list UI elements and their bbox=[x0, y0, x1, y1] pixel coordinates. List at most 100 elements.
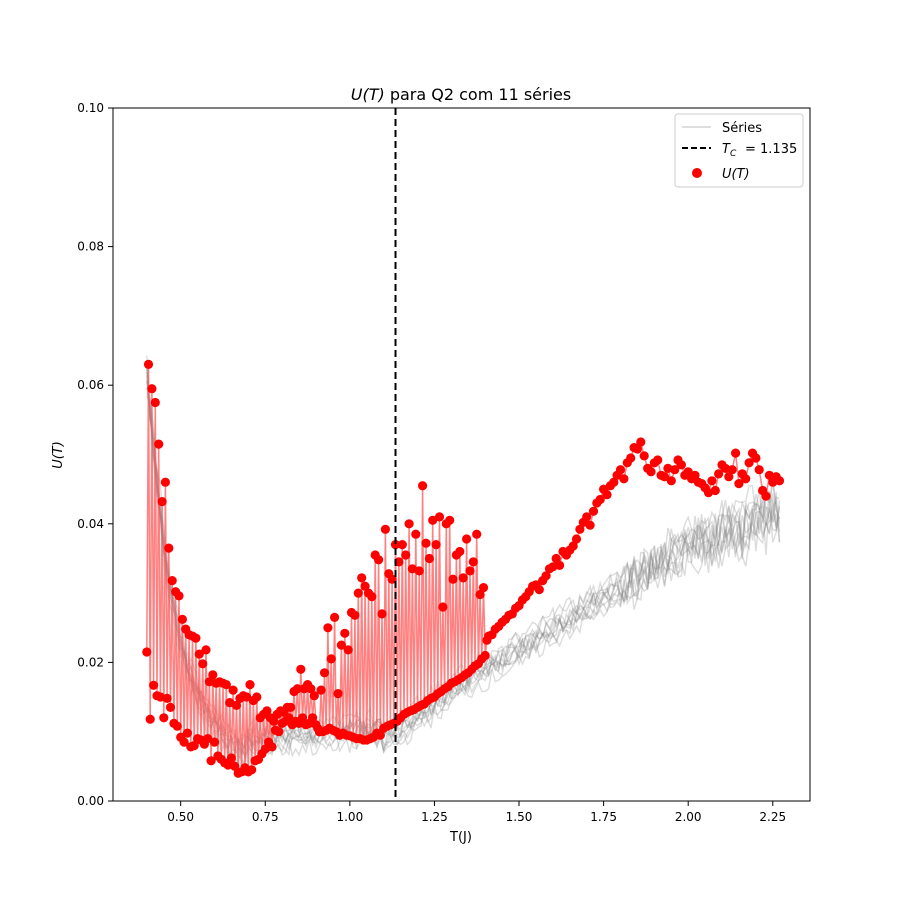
u-data-point bbox=[228, 685, 238, 695]
u-data-point bbox=[292, 684, 302, 694]
x-tick-label: 1.25 bbox=[421, 810, 448, 824]
u-data-point bbox=[424, 553, 434, 564]
u-data-point bbox=[336, 640, 346, 650]
u-data-point bbox=[555, 560, 565, 571]
u-data-point bbox=[714, 469, 724, 479]
y-tick-label: 0.02 bbox=[77, 655, 104, 669]
u-data-point bbox=[154, 439, 164, 449]
u-data-point bbox=[670, 465, 680, 475]
u-data-point bbox=[330, 612, 340, 623]
u-data-point bbox=[380, 524, 390, 534]
u-data-point bbox=[731, 448, 741, 458]
legend-box bbox=[674, 113, 804, 188]
u-data-point bbox=[431, 540, 441, 550]
u-data-point bbox=[209, 737, 220, 747]
u-data-point bbox=[761, 491, 771, 501]
u-data-point bbox=[754, 465, 764, 475]
u-data-point bbox=[177, 614, 187, 625]
x-tick-label: 2.25 bbox=[759, 810, 786, 824]
u-data-point bbox=[247, 765, 257, 775]
u-data-point bbox=[231, 700, 242, 711]
legend: Séries TC = 1.135 U(T) bbox=[674, 113, 804, 188]
u-data-point bbox=[575, 524, 585, 534]
u-data-point bbox=[245, 680, 255, 690]
u-data-point bbox=[615, 465, 626, 475]
u-data-point bbox=[568, 541, 578, 551]
x-tick-label: 0.50 bbox=[167, 810, 194, 824]
u-data-point bbox=[150, 397, 160, 408]
u-data-point bbox=[267, 742, 277, 752]
u-data-point bbox=[179, 737, 189, 747]
u-data-point bbox=[374, 555, 384, 565]
x-axis-label: T(J) bbox=[449, 830, 472, 845]
plot-frame bbox=[112, 107, 811, 802]
u-data-point bbox=[683, 467, 693, 477]
u-data-point bbox=[636, 437, 646, 447]
u-data-point bbox=[411, 529, 421, 539]
u-data-point bbox=[326, 654, 336, 664]
u-data-point bbox=[588, 506, 599, 516]
u-data-point bbox=[387, 574, 397, 584]
u-data-point bbox=[585, 520, 595, 530]
u-data-point bbox=[472, 529, 482, 539]
u-data-point bbox=[462, 534, 472, 544]
u-data-point bbox=[147, 384, 157, 394]
u-data-point bbox=[357, 573, 367, 583]
u-data-point bbox=[230, 761, 240, 772]
u-data-point bbox=[201, 645, 211, 655]
u-data-point bbox=[149, 680, 159, 690]
u-data-point bbox=[438, 602, 448, 612]
u-data-point bbox=[145, 714, 155, 724]
x-tick-label: 2.00 bbox=[675, 810, 702, 824]
u-data-point bbox=[319, 668, 330, 678]
u-data-point bbox=[143, 359, 154, 369]
u-data-point bbox=[297, 713, 308, 723]
u-data-point bbox=[226, 753, 236, 763]
legend-tc-label: = 1.135 bbox=[745, 142, 797, 157]
u-data-point bbox=[394, 557, 404, 567]
u-data-point bbox=[619, 474, 629, 484]
u-data-point bbox=[448, 574, 458, 584]
u-data-point bbox=[309, 691, 319, 701]
u-data-point bbox=[306, 684, 316, 694]
u-data-point bbox=[333, 689, 343, 699]
u-data-point bbox=[720, 463, 731, 473]
legend-u-label: U(T) bbox=[722, 167, 750, 182]
y-tick-label: 0.04 bbox=[77, 517, 104, 531]
u-data-point bbox=[377, 609, 387, 619]
u-data-point bbox=[165, 702, 176, 713]
u-data-point bbox=[534, 585, 544, 595]
u-data-point bbox=[308, 713, 318, 723]
chart-title-rest: para Q2 com 11 séries bbox=[385, 85, 571, 104]
u-data-point bbox=[414, 566, 424, 576]
u-data-point bbox=[659, 472, 670, 482]
u-data-point bbox=[744, 458, 754, 468]
chart-title-math: U(T) bbox=[351, 85, 385, 104]
u-data-point bbox=[445, 515, 455, 525]
u-data-point bbox=[707, 476, 717, 486]
y-tick-label: 0.08 bbox=[77, 240, 104, 254]
u-data-point bbox=[390, 540, 401, 550]
y-tick-label: 0.10 bbox=[77, 101, 104, 115]
background-series-line bbox=[146, 367, 781, 766]
u-data-point bbox=[602, 490, 612, 500]
u-data-point bbox=[480, 650, 490, 661]
u-data-point bbox=[727, 465, 737, 475]
u-data-point bbox=[751, 453, 761, 463]
u-data-point bbox=[663, 463, 673, 473]
x-tick-label: 1.00 bbox=[336, 810, 363, 824]
u-data-point bbox=[194, 649, 204, 659]
u-data-point bbox=[208, 670, 218, 680]
u-data-point bbox=[172, 721, 182, 731]
legend-series-label: Séries bbox=[722, 121, 762, 136]
u-data-point bbox=[157, 497, 167, 507]
u-data-point bbox=[571, 534, 582, 544]
u-data-point bbox=[284, 713, 294, 723]
u-data-point bbox=[676, 460, 687, 470]
u-data-point bbox=[206, 756, 216, 766]
u-data-point bbox=[421, 538, 431, 548]
chart-title: U(T) para Q2 com 11 séries bbox=[351, 85, 571, 104]
u-data-point bbox=[269, 716, 279, 726]
u-series-points bbox=[142, 359, 785, 778]
